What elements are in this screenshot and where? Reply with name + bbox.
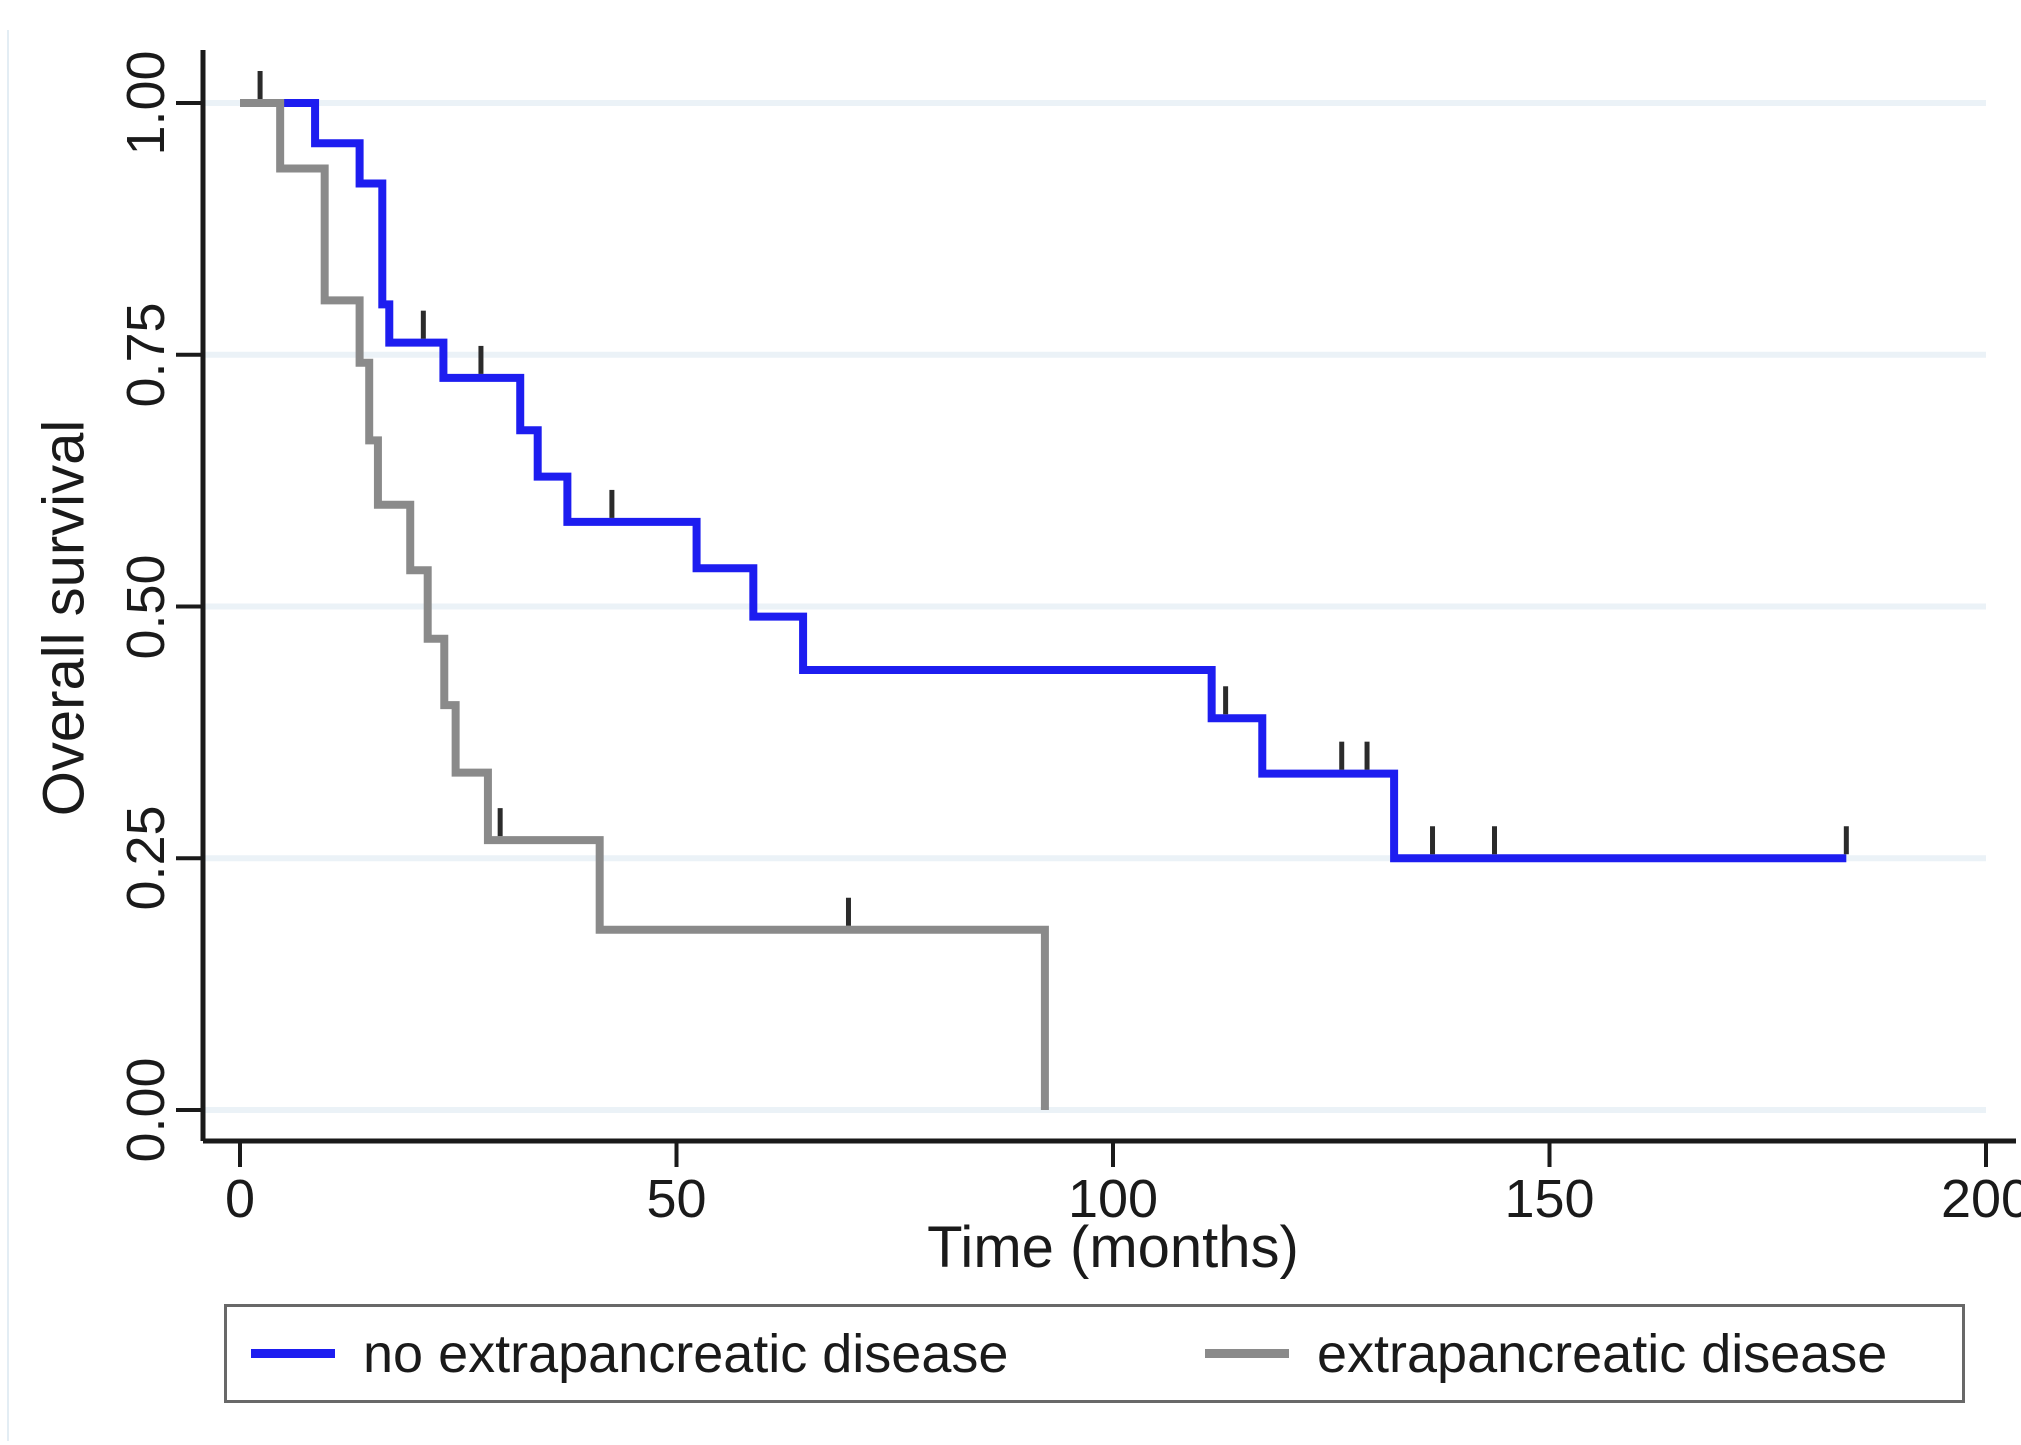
y-axis-title: Overall survival (31, 419, 97, 817)
y-tick-label: 0.75 (116, 302, 176, 408)
x-tick-label: 200 (1940, 1169, 2021, 1229)
legend-line-swatch-gray (1205, 1349, 1289, 1358)
legend-label-extrapancreatic-disease: extrapancreatic disease (1317, 1323, 1888, 1384)
legend-box: no extrapancreatic disease extrapancreat… (224, 1304, 1965, 1403)
legend-label-no-extrapancreatic-disease: no extrapancreatic disease (363, 1323, 1009, 1384)
legend-item-extrapancreatic-disease: extrapancreatic disease (1205, 1323, 1887, 1385)
y-tick-label: 0.50 (116, 553, 176, 660)
legend-line-swatch-blue (251, 1349, 335, 1358)
x-tick-label: 100 (1067, 1169, 1159, 1229)
y-tick-label: 0.25 (116, 805, 176, 911)
x-tick-label: 0 (224, 1169, 256, 1229)
x-tick-label: 50 (646, 1169, 707, 1229)
x-tick-label: 150 (1504, 1169, 1595, 1229)
y-tick-label: 0.00 (116, 1057, 176, 1163)
y-tick-label: 1.00 (116, 50, 176, 156)
legend-item-no-extrapancreatic-disease: no extrapancreatic disease (251, 1323, 1008, 1385)
x-axis-title: Time (months) (927, 1215, 1299, 1280)
